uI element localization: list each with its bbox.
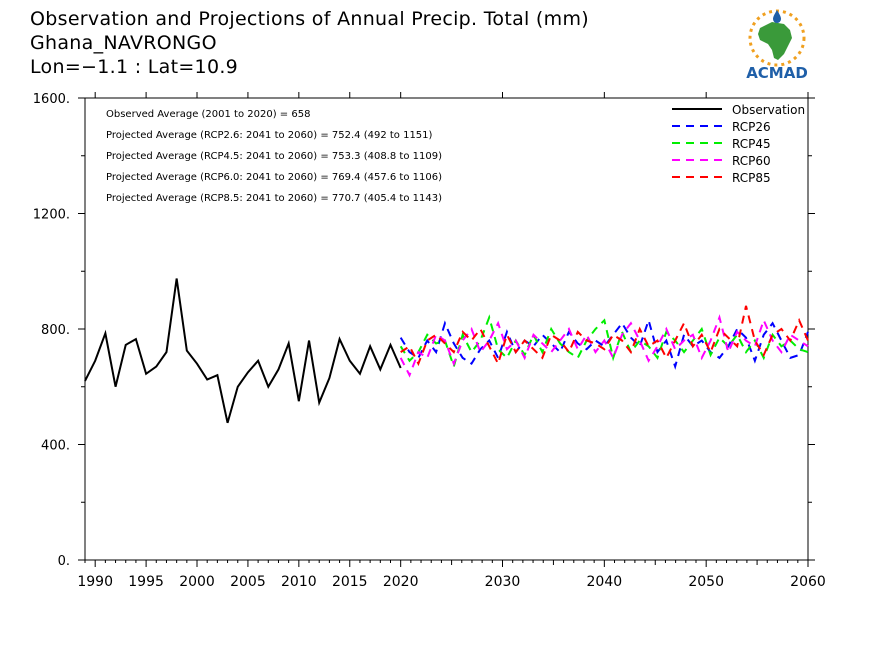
legend-label-rcp85: RCP85 (732, 171, 771, 185)
stat-rcp45-average: Projected Average (RCP4.5: 2041 to 2060)… (106, 151, 442, 162)
legend (672, 108, 722, 178)
series-line-rcp26 (399, 316, 809, 370)
chart-title: Observation and Projections of Annual Pr… (30, 8, 589, 30)
series-line-rcp45 (399, 314, 809, 370)
stat-rcp26-average: Projected Average (RCP2.6: 2041 to 2060)… (106, 130, 433, 141)
y-tick-label: 1600. (33, 92, 70, 107)
x-tick-label: 2020 (383, 574, 419, 590)
logo-africa-shape (758, 22, 792, 60)
x-tick-label: 1990 (77, 574, 113, 590)
series-line-rcp60 (399, 314, 809, 378)
observation-line (84, 278, 402, 424)
series-line-rcp85 (400, 305, 809, 367)
y-tick-label: 1200. (33, 208, 70, 223)
station-name: Ghana_NAVRONGO (30, 32, 217, 54)
x-tick-label: 2005 (230, 574, 266, 590)
x-axis: 1990 1995 2000 2005 2010 2015 2020 2030 2040 2050… (77, 92, 826, 590)
plot-frame (84, 97, 809, 561)
y-tick-label: 800. (41, 323, 70, 338)
x-tick-label: 2040 (587, 574, 623, 590)
legend-label-observation: Observation (732, 103, 806, 117)
legend-label-rcp26: RCP26 (732, 120, 771, 134)
logo-drop (773, 10, 781, 23)
legend-label-rcp45: RCP45 (732, 137, 771, 151)
y-axis: 0. 400. 800. 1200. 1600. (33, 92, 815, 569)
y-tick-label: 400. (41, 439, 70, 454)
y-tick-label: 0. (58, 554, 70, 569)
x-tick-label: 2050 (688, 574, 724, 590)
station-coordinates: Lon=−1.1 : Lat=10.9 (30, 56, 239, 78)
stat-rcp85-average: Projected Average (RCP8.5: 2041 to 2060)… (106, 193, 442, 204)
legend-label-rcp60: RCP60 (732, 154, 771, 168)
x-tick-label: 2015 (332, 574, 368, 590)
x-tick-label: 2030 (485, 574, 521, 590)
x-tick-label: 2000 (179, 574, 215, 590)
x-tick-label: 1995 (128, 574, 164, 590)
x-tick-label: 2010 (281, 574, 317, 590)
x-tick-label: 2060 (790, 574, 826, 590)
stat-observed-average: Observed Average (2001 to 2020) = 658 (106, 109, 311, 120)
acmad-logo-icon (748, 9, 806, 67)
stat-rcp60-average: Projected Average (RCP6.0: 2041 to 2060)… (106, 172, 442, 183)
projection-lines (399, 305, 809, 378)
acmad-logo-text: ACMAD (746, 64, 808, 82)
